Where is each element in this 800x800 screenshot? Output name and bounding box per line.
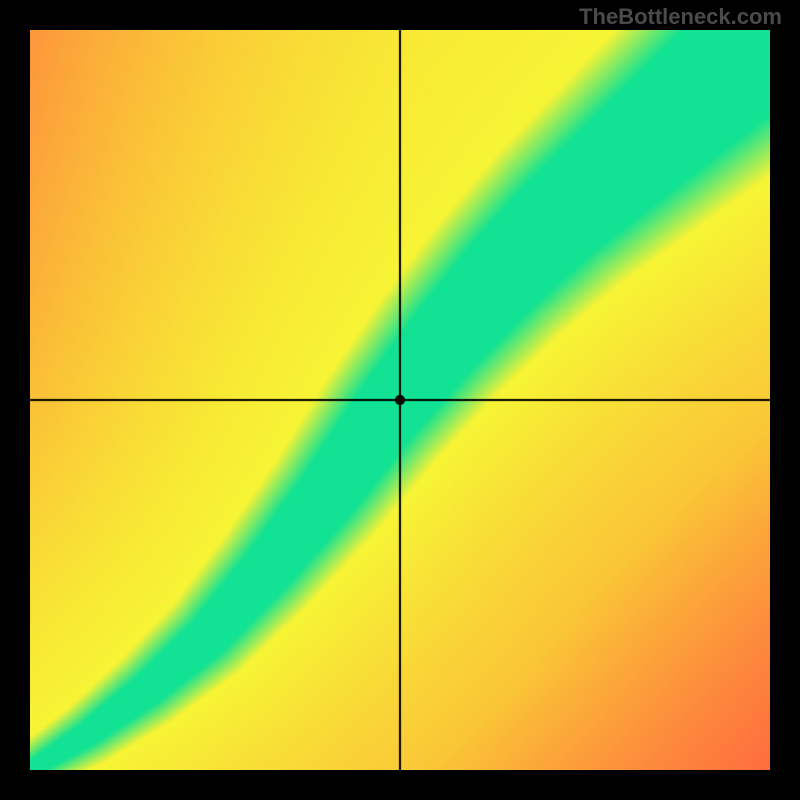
bottleneck-heatmap: [30, 30, 770, 770]
attribution-text: TheBottleneck.com: [579, 4, 782, 30]
chart-container: TheBottleneck.com: [0, 0, 800, 800]
